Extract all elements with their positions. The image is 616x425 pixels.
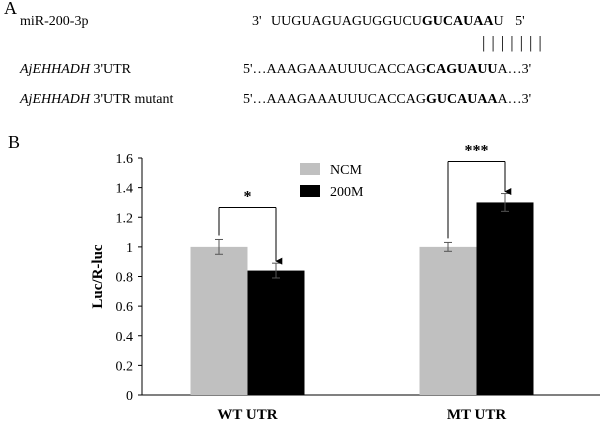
y-tick-label: 0.2 [116,359,134,374]
y-tick-label: 1.6 [116,152,134,167]
significance-label: * [244,188,252,205]
mirna-prefix: 3' [252,14,262,29]
y-tick-label: 0.6 [116,300,134,315]
mirna-sequence-row: 3' UUGUAGUAGUGGUCUGUCAUAAU 5' [252,14,525,30]
legend-label: 200M [330,185,364,200]
mirna-suffix: 5' [515,14,525,29]
mutant-seq-tail: A…3' [497,92,532,107]
y-tick-label: 1.2 [116,211,134,226]
bar-ncm-1 [419,246,477,395]
wt-gene-name: AjEHHADH [20,62,90,77]
mirna-label: miR-200-3p [20,14,89,29]
mutant-label-rest: 3'UTR mutant [90,92,174,107]
y-tick-label: 0 [126,389,133,404]
y-tick-label: 1 [126,241,133,256]
mutant-prefix: 5'… [243,92,267,107]
significance-label: *** [465,143,489,160]
mirna-seed: GUCAUAA [421,14,494,29]
wt-label-rest: 3'UTR [90,62,132,77]
y-tick-label: 1.4 [116,182,134,197]
x-category-label: MT UTR [447,407,506,423]
mutant-site: GUCAUAA [425,92,498,107]
bar-ncm-0 [190,246,248,395]
mutant-gene-name: AjEHHADH [20,92,90,107]
wt-seq-tail: A…3' [497,62,532,77]
y-tick-label: 0.8 [116,271,134,286]
mirna-seq-plain: UUGUAGUAGUGGUCU [271,14,422,29]
bar-200m-0 [247,270,305,395]
legend-swatch-200m [300,185,320,197]
legend-swatch-ncm [300,163,320,175]
x-category-label: WT UTR [217,407,277,423]
wt-prefix: 5'… [243,62,267,77]
wt-utr-sequence: 5'…AAAGAAAUUUCACCAGCAGUAUUA…3' [243,62,531,78]
y-tick-label: 0.4 [116,330,134,345]
bar-200m-1 [476,202,534,395]
wt-seed-site: CAGUAUU [425,62,498,77]
base-pairing-bars: ||||||| [482,33,548,52]
wt-utr-label: AjEHHADH 3'UTR [20,62,131,78]
mutant-seq-plain: AAAGAAAUUUCACCAG [266,92,426,107]
panel-a-label: A [4,0,17,18]
legend-label: NCM [330,163,362,178]
mutant-utr-sequence: 5'…AAAGAAAUUUCACCAGGUCAUAAA…3' [243,92,531,108]
panel-b-label: B [8,132,21,152]
wt-seq-plain: AAAGAAAUUUCACCAG [266,62,426,77]
mirna-seq-tail: U [493,14,504,29]
y-axis-label: Luc/R-luc [90,244,106,309]
mutant-utr-label: AjEHHADH 3'UTR mutant [20,92,173,108]
